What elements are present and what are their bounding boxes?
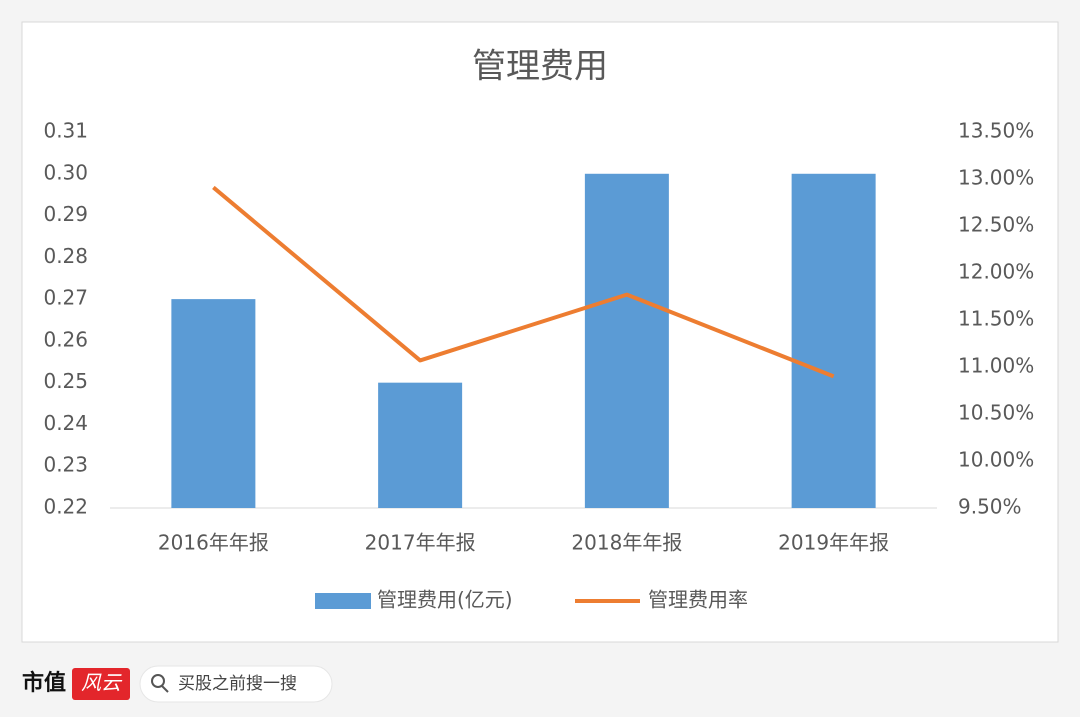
y-tick-label: 0.23: [43, 453, 88, 477]
y-tick-label: 0.25: [43, 369, 88, 393]
y2-tick-label: 10.00%: [958, 448, 1034, 472]
legend-label: 管理费用率: [648, 588, 748, 612]
x-tick-label: 2017年年报: [365, 531, 476, 555]
y-tick-label: 0.31: [43, 119, 88, 143]
y2-tick-label: 9.50%: [958, 495, 1022, 519]
line: [212, 185, 835, 379]
y-tick-label: 0.22: [43, 495, 88, 519]
search-placeholder[interactable]: 买股之前搜一搜: [178, 674, 297, 694]
legend-swatch: [315, 593, 371, 609]
legend-label: 管理费用(亿元): [377, 588, 513, 612]
y-tick-label: 0.27: [43, 286, 88, 310]
y-tick-label: 0.30: [43, 160, 88, 184]
search-icon: [161, 685, 169, 693]
y2-tick-label: 10.50%: [958, 401, 1034, 425]
y2-tick-label: 12.00%: [958, 260, 1034, 284]
bar: [791, 173, 876, 508]
y2-tick-label: 13.50%: [958, 119, 1034, 143]
y2-tick-label: 12.50%: [958, 213, 1034, 237]
search-icon: [151, 674, 165, 688]
x-tick-label: 2018年年报: [571, 531, 682, 555]
y-tick-label: 0.24: [43, 411, 88, 435]
x-tick-label: 2016年年报: [158, 531, 269, 555]
y2-tick-label: 11.00%: [958, 354, 1034, 378]
search-box[interactable]: [139, 665, 333, 703]
bar: [171, 299, 256, 508]
y-tick-label: 0.26: [43, 327, 88, 351]
brand-logo: 风云: [81, 671, 123, 695]
bar: [584, 173, 669, 508]
y-tick-label: 0.29: [43, 202, 88, 226]
y2-tick-label: 11.50%: [958, 307, 1034, 331]
y-tick-label: 0.28: [43, 244, 88, 268]
bar: [378, 382, 463, 508]
brand: 市值: [22, 670, 66, 696]
brand-logo-box: [72, 668, 130, 700]
y2-tick-label: 13.00%: [958, 166, 1034, 190]
chart-title: 管理费用: [472, 47, 608, 87]
x-tick-label: 2019年年报: [778, 531, 889, 555]
